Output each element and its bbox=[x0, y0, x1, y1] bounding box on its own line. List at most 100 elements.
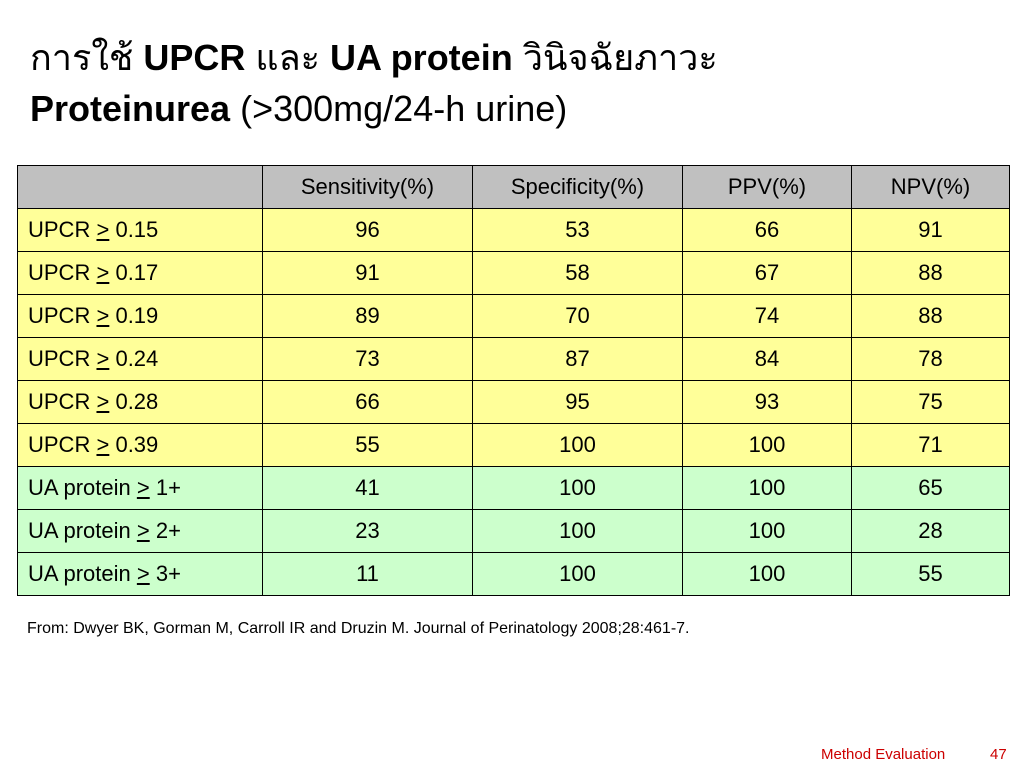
title-segment: วินิจฉัยภาวะ bbox=[522, 37, 718, 78]
table-row: UA protein > 3+ 11 100 100 55 bbox=[17, 552, 1010, 596]
header-row: Sensitivity(%) Specificity(%) PPV(%) NPV(%) bbox=[17, 165, 1010, 209]
value-cell: 89 bbox=[262, 294, 473, 338]
table-row: UPCR > 0.24 73 87 84 78 bbox=[17, 337, 1010, 381]
value-cell: 78 bbox=[851, 337, 1010, 381]
value-cell: 95 bbox=[472, 380, 683, 424]
value-cell: 96 bbox=[262, 208, 473, 252]
value-cell: 75 bbox=[851, 380, 1010, 424]
table-row: UPCR > 0.28 66 95 93 75 bbox=[17, 380, 1010, 424]
value-cell: 100 bbox=[472, 552, 683, 596]
table-row: UPCR > 0.39 55 100 100 71 bbox=[17, 423, 1010, 467]
header-cell bbox=[17, 165, 263, 209]
header-cell: Specificity(%) bbox=[472, 165, 683, 209]
value-cell: 100 bbox=[472, 466, 683, 510]
value-cell: 55 bbox=[851, 552, 1010, 596]
value-cell: 93 bbox=[682, 380, 852, 424]
label-operator: > bbox=[136, 561, 150, 586]
label-name: UPCR bbox=[28, 260, 91, 285]
value-cell: 28 bbox=[851, 509, 1010, 553]
value-cell: 71 bbox=[851, 423, 1010, 467]
title-segment: และ bbox=[255, 37, 321, 78]
value-cell: 23 bbox=[262, 509, 473, 553]
label-name: UPCR bbox=[28, 303, 91, 328]
label-threshold: 1+ bbox=[155, 475, 181, 500]
label-threshold: 2+ bbox=[155, 518, 181, 543]
label-operator: > bbox=[96, 346, 110, 371]
label-threshold: 0.28 bbox=[115, 389, 159, 414]
table-row: UA protein > 2+ 23 100 100 28 bbox=[17, 509, 1010, 553]
value-cell: 65 bbox=[851, 466, 1010, 510]
label-name: UPCR bbox=[28, 432, 91, 457]
label-name: UPCR bbox=[28, 346, 91, 371]
header-cell: PPV(%) bbox=[682, 165, 852, 209]
label-threshold: 0.19 bbox=[115, 303, 159, 328]
value-cell: 84 bbox=[682, 337, 852, 381]
label-threshold: 0.15 bbox=[115, 217, 159, 242]
value-cell: 66 bbox=[682, 208, 852, 252]
table-row: UPCR > 0.19 89 70 74 88 bbox=[17, 294, 1010, 338]
value-cell: 88 bbox=[851, 251, 1010, 295]
label-operator: > bbox=[96, 303, 110, 328]
title-segment: UA protein bbox=[330, 37, 513, 78]
data-table: Sensitivity(%) Specificity(%) PPV(%) NPV(%)… bbox=[17, 165, 1010, 596]
value-cell: 100 bbox=[682, 466, 852, 510]
label-threshold: 0.39 bbox=[115, 432, 159, 457]
value-cell: 66 bbox=[262, 380, 473, 424]
value-cell: 53 bbox=[472, 208, 683, 252]
row-label: UA protein > 3+ bbox=[17, 552, 263, 596]
title-segment: UPCR bbox=[143, 37, 246, 78]
value-cell: 100 bbox=[472, 509, 683, 553]
table-row: UPCR > 0.17 91 58 67 88 bbox=[17, 251, 1010, 295]
label-operator: > bbox=[96, 432, 110, 457]
row-label: UPCR > 0.19 bbox=[17, 294, 263, 338]
title-line: Proteinurea (>300mg/24-h urine) bbox=[30, 83, 718, 134]
value-cell: 11 bbox=[262, 552, 473, 596]
value-cell: 74 bbox=[682, 294, 852, 338]
row-label: UPCR > 0.39 bbox=[17, 423, 263, 467]
row-label: UPCR > 0.17 bbox=[17, 251, 263, 295]
row-label: UA protein > 1+ bbox=[17, 466, 263, 510]
label-threshold: 0.24 bbox=[115, 346, 159, 371]
title-segment: (>300mg/24-h urine) bbox=[240, 88, 568, 129]
footnote: From: Dwyer BK, Gorman M, Carroll IR and… bbox=[27, 620, 690, 637]
row-label: UPCR > 0.24 bbox=[17, 337, 263, 381]
value-cell: 100 bbox=[682, 423, 852, 467]
value-cell: 100 bbox=[682, 552, 852, 596]
header-cell: NPV(%) bbox=[851, 165, 1010, 209]
table-row: UA protein > 1+ 41 100 100 65 bbox=[17, 466, 1010, 510]
value-cell: 88 bbox=[851, 294, 1010, 338]
row-label: UPCR > 0.15 bbox=[17, 208, 263, 252]
label-name: UPCR bbox=[28, 389, 91, 414]
value-cell: 87 bbox=[472, 337, 683, 381]
label-operator: > bbox=[96, 389, 110, 414]
value-cell: 70 bbox=[472, 294, 683, 338]
value-cell: 41 bbox=[262, 466, 473, 510]
row-label: UA protein > 2+ bbox=[17, 509, 263, 553]
value-cell: 91 bbox=[262, 251, 473, 295]
label-operator: > bbox=[96, 260, 110, 285]
footer-section: Method Evaluation bbox=[821, 746, 946, 763]
title-segment: Proteinurea bbox=[30, 88, 231, 129]
value-cell: 100 bbox=[472, 423, 683, 467]
title-segment: การใช้ bbox=[30, 37, 134, 78]
table-row: UPCR > 0.15 96 53 66 91 bbox=[17, 208, 1010, 252]
label-threshold: 0.17 bbox=[115, 260, 159, 285]
title: การใช้ UPCR และ UA protein วินิจฉัยภาวะ P… bbox=[30, 32, 718, 134]
value-cell: 58 bbox=[472, 251, 683, 295]
label-threshold: 3+ bbox=[155, 561, 181, 586]
label-name: UA protein bbox=[28, 475, 131, 500]
value-cell: 67 bbox=[682, 251, 852, 295]
label-operator: > bbox=[136, 475, 150, 500]
label-operator: > bbox=[96, 217, 110, 242]
label-name: UA protein bbox=[28, 561, 131, 586]
page-number: 47 bbox=[990, 746, 1007, 763]
value-cell: 73 bbox=[262, 337, 473, 381]
title-line: การใช้ UPCR และ UA protein วินิจฉัยภาวะ bbox=[30, 32, 718, 83]
header-cell: Sensitivity(%) bbox=[262, 165, 473, 209]
row-label: UPCR > 0.28 bbox=[17, 380, 263, 424]
value-cell: 55 bbox=[262, 423, 473, 467]
value-cell: 91 bbox=[851, 208, 1010, 252]
label-name: UPCR bbox=[28, 217, 91, 242]
label-operator: > bbox=[136, 518, 150, 543]
